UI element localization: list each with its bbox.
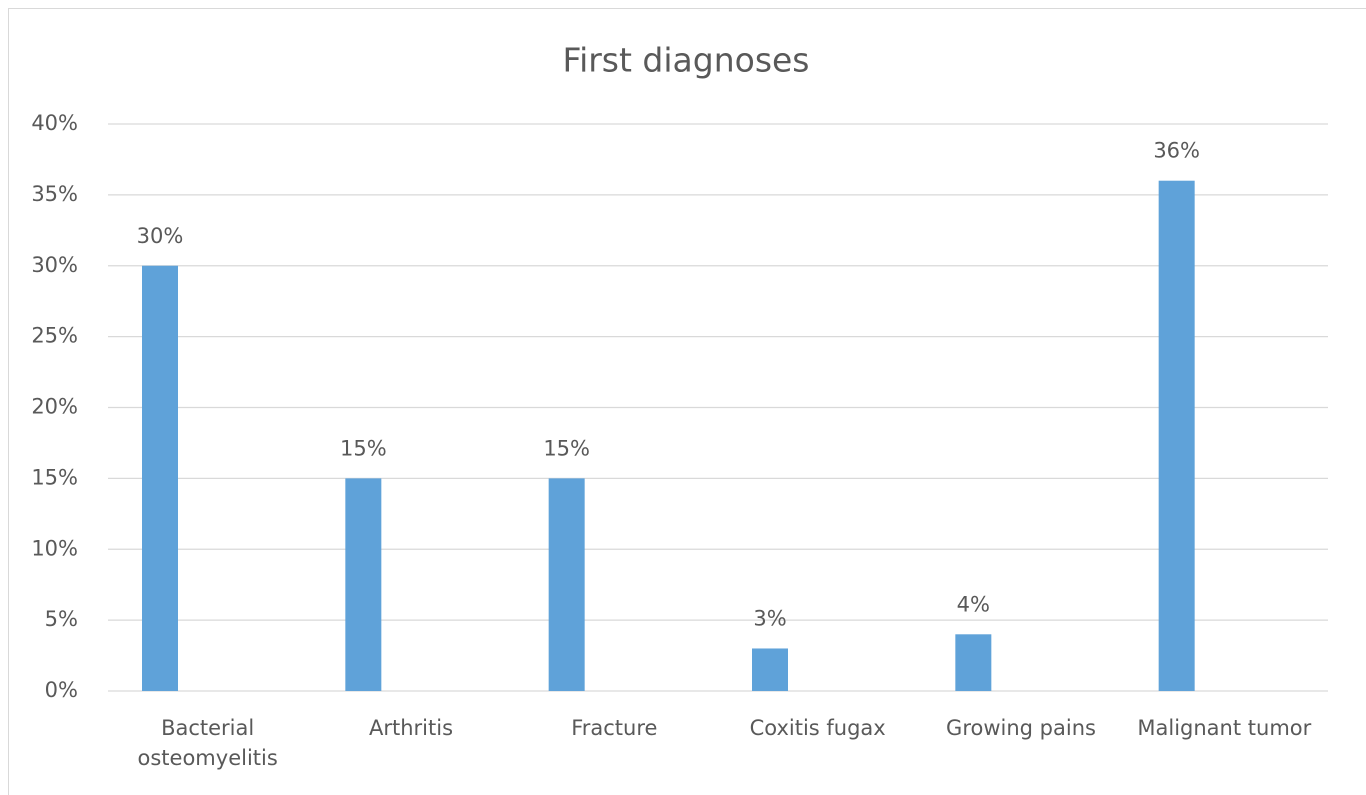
data-label: 4%	[957, 592, 990, 616]
y-tick-label: 10%	[31, 536, 78, 560]
x-tick-label: Malignant tumor	[1137, 716, 1312, 740]
y-tick-label: 40%	[31, 111, 78, 135]
x-tick-label: Coxitis fugax	[749, 716, 886, 740]
data-label: 15%	[340, 436, 387, 460]
bar	[142, 265, 178, 691]
data-label: 15%	[543, 436, 590, 460]
x-tick-label: Bacterial osteomyelitis	[137, 716, 278, 770]
data-label: 30%	[137, 224, 184, 248]
y-tick-label: 25%	[31, 324, 78, 348]
bar	[955, 634, 992, 691]
chart-title: First diagnoses	[562, 41, 809, 80]
x-tick-label: Arthritis	[368, 716, 454, 740]
y-tick-label: 15%	[31, 465, 78, 489]
data-label: 36%	[1153, 139, 1200, 163]
bar	[752, 648, 788, 691]
bar	[345, 478, 382, 691]
data-label: 3%	[753, 606, 786, 630]
bar	[1158, 180, 1195, 691]
y-tick-label: 0%	[45, 678, 78, 702]
bar	[548, 478, 585, 691]
x-tick-label: Fracture	[571, 716, 658, 740]
y-tick-label: 20%	[31, 395, 78, 419]
y-tick-label: 5%	[45, 607, 78, 631]
y-tick-label: 30%	[31, 253, 78, 277]
y-tick-label: 35%	[31, 182, 78, 206]
x-tick-label: Growing pains	[946, 716, 1096, 740]
chart-frame	[8, 8, 1366, 795]
